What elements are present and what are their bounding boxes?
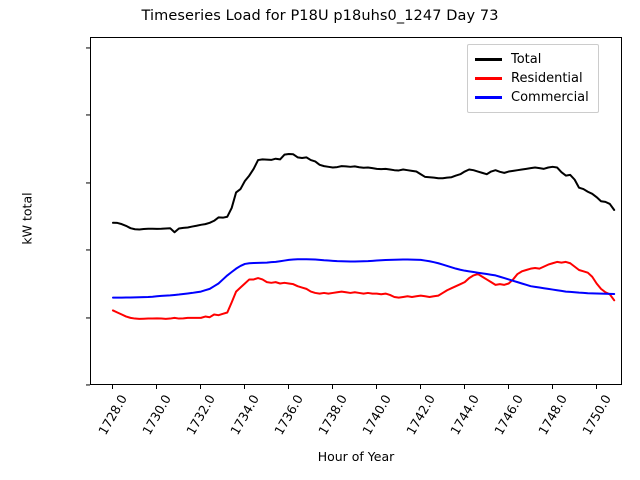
- series-line-commercial: [111, 258, 616, 299]
- x-axis-tick-label: 1746.0: [490, 392, 526, 438]
- legend-label: Residential: [511, 71, 583, 86]
- legend-item-commercial: Commercial: [475, 88, 589, 107]
- x-axis-tick-label: 1742.0: [402, 392, 438, 438]
- x-axis-tick-label: 1732.0: [183, 392, 218, 438]
- x-axis-tick-label: 1738.0: [314, 392, 350, 438]
- legend-swatch-icon: [475, 77, 502, 80]
- y-axis-tick-mark: [86, 47, 90, 49]
- legend-label: Commercial: [511, 90, 589, 105]
- x-axis-tick-label: 1740.0: [358, 392, 394, 438]
- chart-title: Timeseries Load for P18U p18uhs0_1247 Da…: [141, 8, 499, 24]
- y-axis-label: kW total: [19, 192, 35, 245]
- legend-item-total: Total: [475, 50, 589, 69]
- y-axis-tick-mark: [86, 114, 90, 116]
- x-axis-tick-mark: [419, 385, 421, 389]
- x-axis-tick-label: 1734.0: [227, 392, 262, 438]
- x-axis-tick-label: 1728.0: [95, 392, 130, 438]
- x-axis-tick-label: 1736.0: [270, 392, 306, 438]
- y-axis-tick-mark: [86, 249, 90, 251]
- legend-swatch-icon: [475, 58, 502, 61]
- chart-legend: Total Residential Commercial: [467, 44, 599, 113]
- series-line-residential: [111, 260, 616, 320]
- x-axis-tick-mark: [243, 385, 245, 389]
- x-axis-tick-mark: [375, 385, 377, 389]
- x-axis-tick-mark: [551, 385, 553, 389]
- x-axis-tick-mark: [155, 385, 158, 389]
- legend-swatch-icon: [475, 96, 502, 99]
- x-axis-label: Hour of Year: [317, 449, 395, 464]
- x-axis-tick-label: 1744.0: [446, 392, 482, 438]
- x-axis-tick-label: 1748.0: [534, 392, 570, 438]
- x-axis-tick-mark: [287, 385, 289, 389]
- x-axis-tick-mark: [331, 385, 333, 389]
- x-axis-tick-label: 1750.0: [578, 392, 614, 438]
- x-axis-tick-mark: [595, 385, 597, 389]
- x-axis-tick-mark: [507, 385, 509, 389]
- legend-item-residential: Residential: [475, 69, 589, 88]
- plot-lines: [111, 153, 616, 320]
- x-axis-tick-mark: [463, 385, 465, 389]
- series-line-total: [111, 153, 616, 234]
- legend-label: Total: [511, 52, 542, 67]
- x-axis-tick-mark: [111, 385, 114, 389]
- x-axis-tick-label: 1730.0: [139, 392, 174, 438]
- x-axis-tick-mark: [199, 385, 201, 389]
- y-axis-tick-mark: [86, 384, 90, 386]
- y-axis-tick-mark: [86, 182, 90, 184]
- y-axis-tick-mark: [86, 317, 90, 319]
